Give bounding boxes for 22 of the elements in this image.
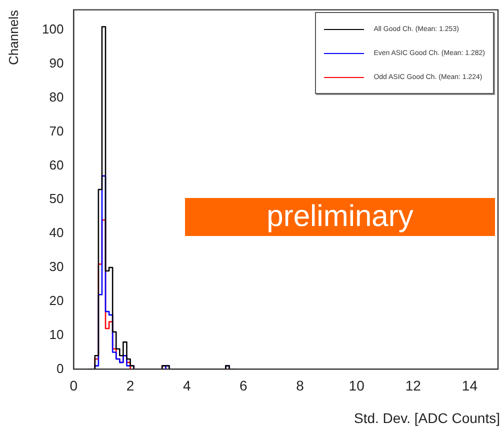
x-tick-label: 12 — [405, 377, 422, 394]
y-tick-label: 90 — [49, 56, 64, 71]
y-tick-label: 0 — [56, 360, 64, 376]
y-tick-label: 70 — [49, 123, 64, 138]
y-tick-label: 20 — [49, 292, 64, 308]
y-tick-label: 50 — [49, 191, 64, 206]
banner: preliminary — [185, 198, 495, 236]
y-tick-label: 80 — [49, 90, 64, 105]
x-tick-label: 10 — [348, 377, 365, 394]
y-tick-label: 10 — [49, 326, 64, 342]
y-tick-label: 30 — [49, 259, 64, 274]
x-axis-title: Std. Dev. [ADC Counts] — [354, 410, 500, 426]
y-tick-label: 100 — [42, 22, 64, 37]
x-tick-label: 6 — [240, 377, 248, 394]
y-tick-label: 60 — [49, 157, 64, 172]
x-tick-label: 4 — [182, 377, 191, 394]
x-tick-label: 2 — [126, 377, 134, 394]
y-tick-label: 40 — [49, 225, 64, 240]
x-tick-label: 14 — [462, 377, 478, 394]
y-axis-title: Channels — [6, 10, 21, 65]
x-tick-label: 0 — [70, 377, 78, 394]
x-tick-label: 8 — [296, 377, 304, 394]
